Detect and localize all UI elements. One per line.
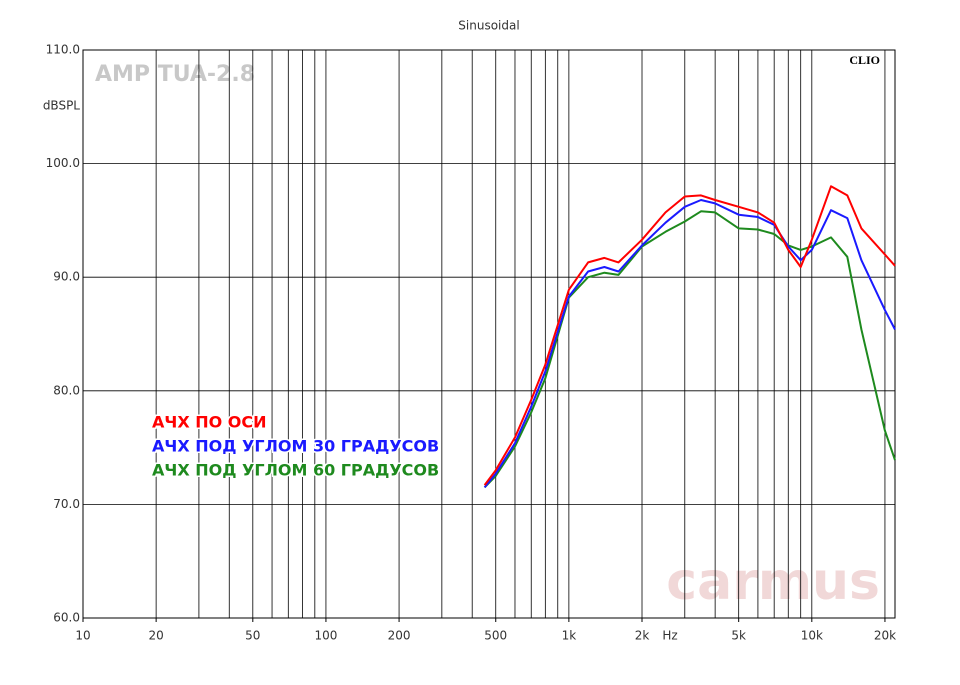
series-line (483, 199, 896, 489)
x-tick-label: 100 (314, 629, 337, 643)
y-tick-label: 90.0 (53, 270, 80, 284)
x-tick-label: 5k (731, 629, 746, 643)
x-tick-label: 500 (484, 629, 507, 643)
y-tick-label: 80.0 (53, 383, 80, 397)
watermark-logo: carmus (666, 552, 880, 612)
watermark-model: AMP TUA-2.8 (95, 62, 255, 87)
series-line (483, 210, 896, 489)
x-tick-label: 1k (562, 629, 577, 643)
plot-frame (82, 49, 896, 619)
x-tick-label: 20 (148, 629, 163, 643)
x-tick-label: 20k (874, 629, 896, 643)
clio-label: CLIO (849, 53, 880, 67)
legend-entry: АЧХ ПО ОСИ (152, 413, 267, 432)
y-tick-label: 70.0 (53, 497, 80, 511)
x-tick-label: 10k (801, 629, 823, 643)
y-tick-label: 110.0 (46, 43, 80, 57)
y-tick-label: 60.0 (53, 611, 80, 625)
legend-entry: АЧХ ПОД УГЛОМ 60 ГРАДУСОВ (152, 461, 439, 480)
y-axis-label: dBSPL (43, 99, 80, 113)
legend-entry: АЧХ ПОД УГЛОМ 30 ГРАДУСОВ (152, 437, 439, 456)
x-axis-label: Hz (662, 629, 677, 643)
x-tick-label: 200 (388, 629, 411, 643)
x-tick-label: 2k (635, 629, 650, 643)
x-tick-label: 10 (75, 629, 90, 643)
series-line (483, 185, 896, 486)
x-tick-label: 50 (245, 629, 260, 643)
chart-title: Sinusoidal (458, 19, 519, 33)
y-tick-label: 100.0 (46, 156, 80, 170)
